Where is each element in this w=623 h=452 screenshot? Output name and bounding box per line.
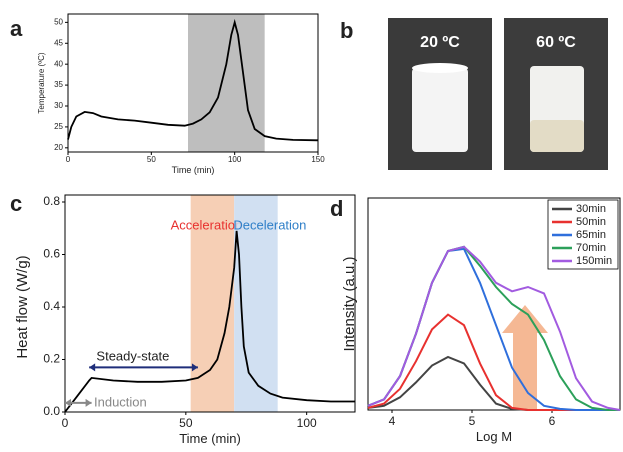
plot-frame xyxy=(367,197,621,411)
chart-panel: a 0 50 100 150 20 25 30 35 40 45 50 Time (min) Temper… xyxy=(10,13,325,175)
legend-label: 65min xyxy=(576,229,606,241)
y-axis-label: Heat flow (W/g) xyxy=(14,255,31,358)
x-tick-label: 0 xyxy=(62,416,69,430)
plot-frame xyxy=(67,13,319,153)
y-tick-label: 20 xyxy=(54,143,63,152)
x-axis-label: Time (min) xyxy=(179,431,241,446)
y-tick-label: 50 xyxy=(54,17,63,26)
panel-label: b xyxy=(340,18,353,43)
photo-caption: 60 ºC xyxy=(536,34,576,51)
y-tick-label: 40 xyxy=(54,59,63,68)
annotation: Induction xyxy=(94,394,147,409)
sample xyxy=(412,68,468,152)
y-axis-label: Intensity (a.u.) xyxy=(341,256,358,351)
y-tick-label: 0.8 xyxy=(43,194,60,208)
band-label: Deceleration xyxy=(233,217,306,232)
data-line xyxy=(64,230,355,413)
shaded-band xyxy=(188,14,265,152)
arrow-head xyxy=(89,363,96,372)
y-tick-label: 25 xyxy=(54,122,63,131)
panel-label: a xyxy=(10,16,23,41)
x-axis-label: Time (min) xyxy=(172,165,215,175)
legend-label: 70min xyxy=(576,242,606,254)
x-tick-label: 4 xyxy=(389,414,396,428)
data-line xyxy=(67,18,319,142)
legend-label: 150min xyxy=(576,255,612,267)
band-label: Acceleration xyxy=(171,217,243,232)
photo-caption: 20 ºC xyxy=(420,34,460,51)
trend-arrow xyxy=(502,305,548,410)
data-line xyxy=(367,245,621,411)
arrow-head xyxy=(191,363,198,372)
photo-panel: b 20 ºC 60 ºC xyxy=(340,18,608,170)
arrow-head xyxy=(85,398,92,407)
x-tick-label: 100 xyxy=(297,416,317,430)
chart-panel: d 4 5 6 Log M Intensity (a.u.) 30min50min65min… xyxy=(330,196,621,444)
x-tick-label: 6 xyxy=(549,414,556,428)
x-tick-label: 5 xyxy=(469,414,476,428)
arrow-head xyxy=(65,398,71,407)
y-axis-label: Temperature (ºC) xyxy=(37,52,46,113)
y-tick-label: 35 xyxy=(54,80,63,89)
x-tick-label: 50 xyxy=(147,155,156,164)
plot-frame xyxy=(64,194,356,413)
y-tick-label: 0.4 xyxy=(43,299,60,313)
shaded-band xyxy=(190,195,235,412)
annotation: Steady-state xyxy=(96,348,169,363)
x-tick-label: 150 xyxy=(311,155,325,164)
sample-bottom xyxy=(530,120,584,152)
y-tick-label: 45 xyxy=(54,38,63,47)
panel-label: c xyxy=(10,191,22,216)
x-tick-label: 100 xyxy=(228,155,242,164)
panel-label: d xyxy=(330,196,343,221)
y-tick-label: 0.2 xyxy=(43,352,60,366)
x-axis-label: Log M xyxy=(476,429,512,444)
y-tick-label: 30 xyxy=(54,101,63,110)
sample-top xyxy=(412,63,468,73)
y-tick-label: 0.6 xyxy=(43,247,60,261)
x-tick-label: 0 xyxy=(66,155,71,164)
y-tick-label: 0.0 xyxy=(43,404,60,418)
legend-label: 50min xyxy=(576,216,606,228)
x-tick-label: 50 xyxy=(179,416,193,430)
legend-label: 30min xyxy=(576,203,606,215)
